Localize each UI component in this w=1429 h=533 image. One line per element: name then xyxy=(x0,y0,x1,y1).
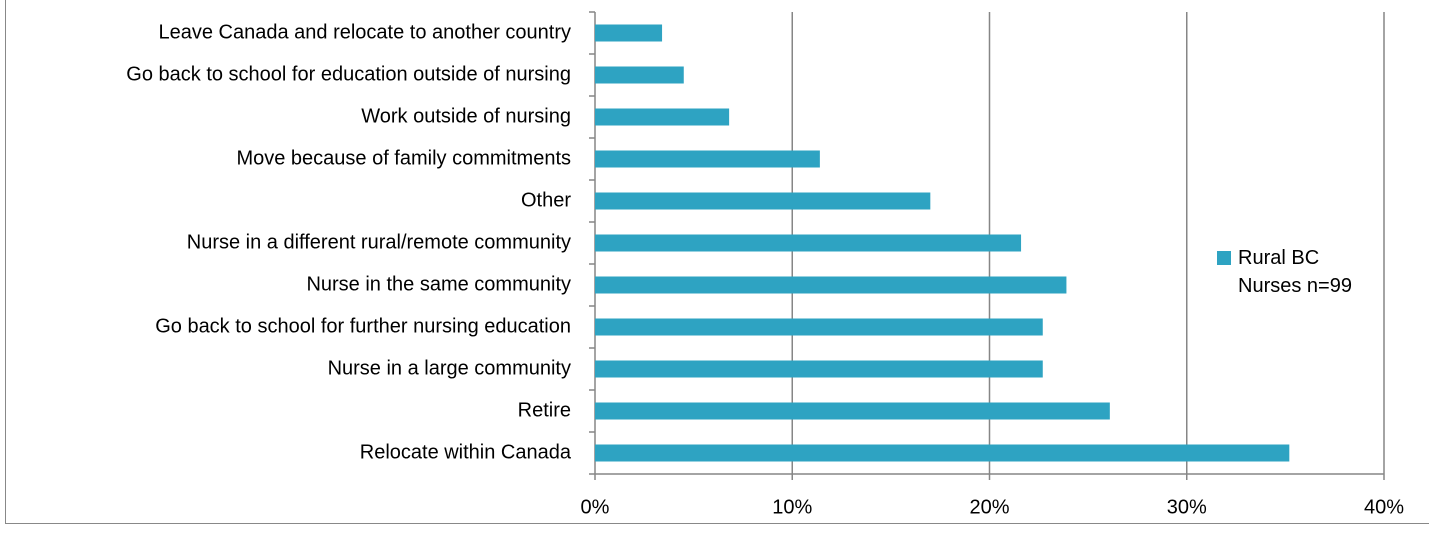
legend-label: Rural BC Nurses n=99 xyxy=(1238,247,1352,297)
bar xyxy=(595,276,1067,294)
bar xyxy=(595,24,663,42)
y-tick-label: Other xyxy=(521,189,571,211)
bar xyxy=(595,192,931,210)
y-tick-label: Relocate within Canada xyxy=(360,441,572,463)
bar xyxy=(595,360,1043,378)
bar xyxy=(595,66,684,84)
bar xyxy=(595,234,1022,252)
x-tick-label: 10% xyxy=(772,496,812,518)
y-tick-label: Nurse in a large community xyxy=(328,357,571,379)
bar xyxy=(595,318,1043,336)
bar xyxy=(595,402,1110,420)
bar xyxy=(595,444,1290,462)
x-tick-label: 20% xyxy=(969,496,1009,518)
bar xyxy=(595,150,820,168)
x-tick-label: 0% xyxy=(581,496,610,518)
bar xyxy=(595,108,730,126)
x-tick-label: 30% xyxy=(1167,496,1207,518)
legend-swatch xyxy=(1217,251,1231,265)
y-tick-label: Retire xyxy=(518,399,571,421)
y-tick-label: Work outside of nursing xyxy=(361,105,571,127)
y-tick-label: Nurse in the same community xyxy=(306,273,571,295)
y-tick-label: Go back to school for education outside … xyxy=(126,63,571,85)
y-tick-label: Nurse in a different rural/remote commun… xyxy=(187,231,571,253)
y-tick-label: Go back to school for further nursing ed… xyxy=(155,315,571,337)
x-tick-label: 40% xyxy=(1364,496,1404,518)
y-tick-label: Leave Canada and relocate to another cou… xyxy=(158,21,571,43)
y-tick-label: Move because of family commitments xyxy=(236,147,571,169)
